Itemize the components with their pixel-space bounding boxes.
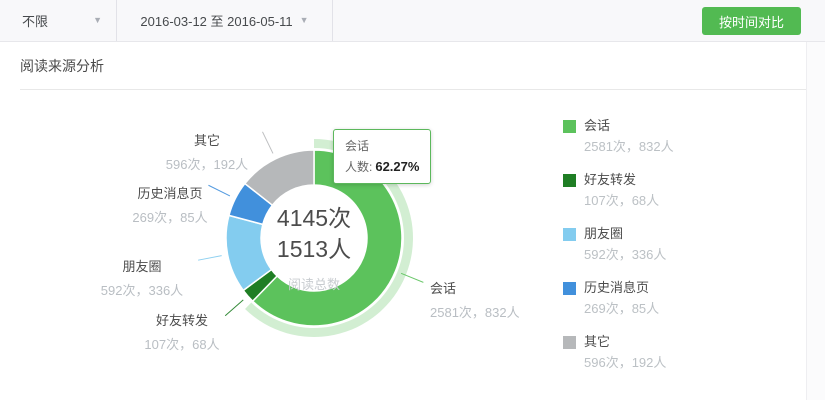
legend-item-row: 好友转发 [563,172,674,188]
filter-toolbar: 不限 ▼ 2016-03-12 至 2016-05-11 ▼ 按时间对比 [0,0,825,42]
callout-leader-line [198,255,222,261]
legend-item[interactable]: 朋友圈 592次，336人 [563,226,674,263]
legend-item-row: 其它 [563,334,674,350]
callout-leader-line [224,299,244,317]
chart-legend: 会话 2581次，832人 好友转发 107次，68人 朋友圈 592次，336… [563,118,674,388]
legend-item[interactable]: 历史消息页 269次，85人 [563,280,674,317]
legend-item-name: 历史消息页 [584,280,650,295]
legend-item-value: 107次，68人 [584,193,660,208]
chevron-down-icon: ▼ [93,15,102,25]
callout-leader-line [208,184,231,197]
legend-item-name: 好友转发 [584,172,637,187]
legend-item-row: 朋友圈 [563,226,674,242]
donut-slice-5[interactable] [243,149,315,207]
category-filter-value: 不限 [22,14,49,29]
legend-item-value: 592次，336人 [584,247,667,262]
reading-source-donut-chart[interactable] [184,108,444,368]
chevron-down-icon: ▼ [299,15,309,25]
legend-item-name: 朋友圈 [584,226,624,241]
legend-color-swatch [563,227,576,241]
legend-item[interactable]: 其它 596次，192人 [563,334,674,371]
section-title: 阅读来源分析 [20,58,104,74]
tooltip-metric-label: 人数: [345,160,373,174]
callout-name: 朋友圈 [122,259,162,274]
legend-item-row: 历史消息页 [563,280,674,296]
legend-color-swatch [563,281,576,295]
date-range-value: 2016-03-12 至 2016-05-11 [140,14,293,29]
legend-item[interactable]: 会话 2581次，832人 [563,118,674,155]
callout-name: 会话 [430,281,457,296]
legend-item-value: 269次，85人 [584,301,660,316]
tooltip-metric-row: 人数: 62.27% [345,158,419,175]
legend-item-name: 会话 [584,118,611,133]
callout-leader-line [400,272,424,283]
page-right-edge [806,42,825,400]
callout-label-moments: 朋友圈 592次，336人 [93,256,191,299]
donut-highlight-halo [245,139,413,337]
callout-leader-line [262,131,274,154]
legend-color-swatch [563,173,576,187]
section-divider [20,89,806,90]
date-range-dropdown[interactable]: 2016-03-12 至 2016-05-11 ▼ [117,0,333,41]
compare-by-time-button[interactable]: 按时间对比 [701,7,801,35]
callout-value: 2581次，832人 [430,305,520,320]
legend-color-swatch [563,119,576,133]
callout-label-chat: 会话 2581次，832人 [430,278,540,321]
legend-item-row: 会话 [563,118,674,134]
chart-tooltip: 会话 人数: 62.27% [333,129,432,184]
donut-slice-1[interactable] [251,149,403,327]
tooltip-series-name: 会话 [345,139,370,153]
legend-item[interactable]: 好友转发 107次，68人 [563,172,674,209]
legend-item-name: 其它 [584,334,611,349]
callout-value: 592次，336人 [100,283,184,298]
legend-item-value: 596次，192人 [584,355,667,370]
tooltip-metric-value: 62.27% [375,159,420,174]
legend-color-swatch [563,335,576,349]
category-filter-dropdown[interactable]: 不限 ▼ [0,0,117,41]
legend-item-value: 2581次，832人 [584,139,674,154]
